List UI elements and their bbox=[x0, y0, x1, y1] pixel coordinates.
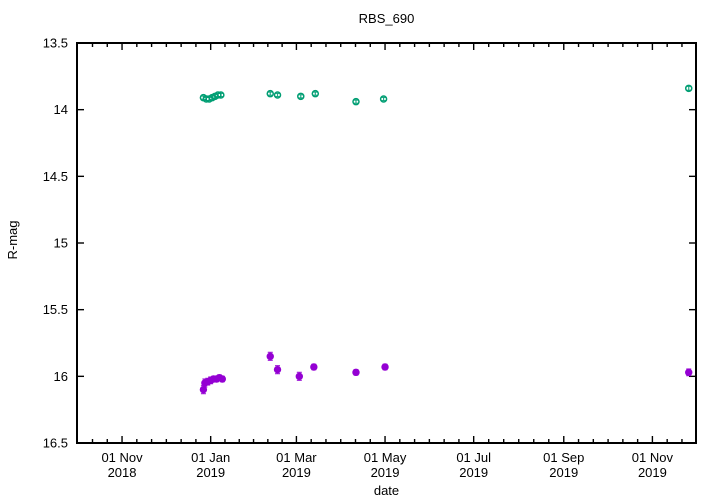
x-tick-label-month: 01 Nov bbox=[101, 450, 143, 465]
x-tick-label-year: 2019 bbox=[282, 465, 311, 480]
x-tick-label-month: 01 Jan bbox=[191, 450, 230, 465]
plot-border bbox=[76, 42, 697, 444]
x-tick-label-year: 2019 bbox=[638, 465, 667, 480]
y-tick-label: 15.5 bbox=[43, 302, 68, 317]
data-point-filled-circle bbox=[273, 365, 282, 374]
x-tick-label-month: 01 May bbox=[364, 450, 407, 465]
x-tick-label-month: 01 Nov bbox=[632, 450, 674, 465]
data-point-open-circle bbox=[297, 92, 305, 101]
x-axis-label: date bbox=[373, 483, 400, 498]
data-point-open-circle bbox=[273, 91, 282, 99]
data-point-filled-circle bbox=[266, 352, 274, 361]
data-point-filled-circle bbox=[295, 372, 304, 381]
data-point-open-circle bbox=[352, 97, 360, 106]
x-tick-label-month: 01 Jul bbox=[456, 450, 491, 465]
y-tick-label: 13.5 bbox=[43, 36, 68, 51]
y-tick-label: 16 bbox=[54, 369, 68, 384]
y-tick-label: 14.5 bbox=[43, 169, 68, 184]
x-tick-label-year: 2019 bbox=[371, 465, 400, 480]
y-tick-label: 15 bbox=[54, 236, 68, 251]
y-tick-label: 16.5 bbox=[43, 436, 68, 451]
data-point-open-circle bbox=[311, 89, 320, 98]
x-tick-label-year: 2019 bbox=[196, 465, 225, 480]
x-tick-label-month: 01 Sep bbox=[543, 450, 584, 465]
data-point-filled-circle bbox=[352, 368, 360, 377]
data-point-open-circle bbox=[379, 95, 388, 103]
x-tick-label-month: 01 Mar bbox=[276, 450, 317, 465]
y-tick-label: 14 bbox=[54, 102, 68, 117]
x-tick-label-year: 2019 bbox=[549, 465, 578, 480]
data-point-open-circle bbox=[217, 91, 225, 99]
data-point-filled-circle bbox=[310, 363, 318, 371]
page-title: RBS_690 bbox=[358, 11, 415, 26]
x-tick-label-year: 2019 bbox=[459, 465, 488, 480]
x-tick-label-year: 2018 bbox=[108, 465, 137, 480]
data-point-filled-circle bbox=[381, 363, 389, 371]
data-point-open-circle bbox=[266, 89, 275, 98]
data-point-filled-circle bbox=[685, 368, 693, 377]
data-point-filled-circle bbox=[218, 375, 227, 383]
data-point-open-circle bbox=[684, 84, 693, 93]
